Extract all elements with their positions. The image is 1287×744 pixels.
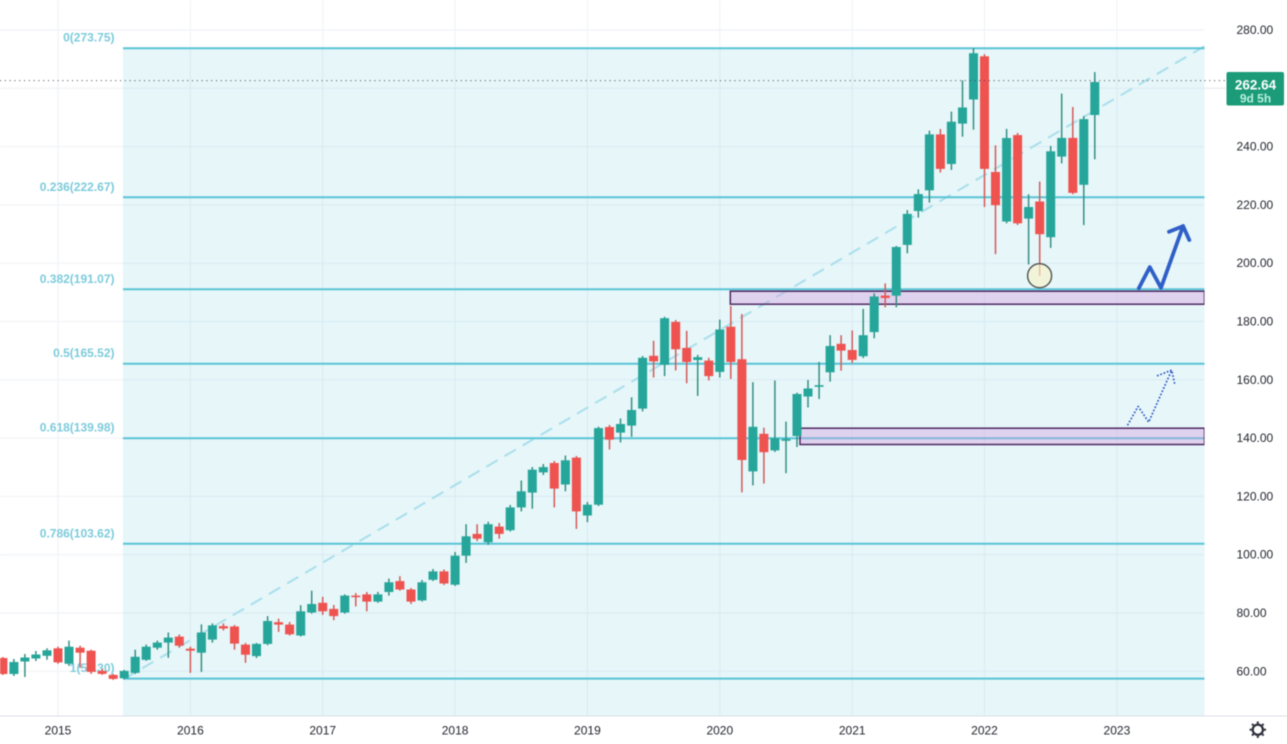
svg-text:0.382(191.07): 0.382(191.07)	[40, 272, 115, 286]
svg-text:0.618(139.98): 0.618(139.98)	[40, 421, 115, 435]
svg-text:240.00: 240.00	[1237, 140, 1274, 154]
svg-text:262.64: 262.64	[1235, 78, 1277, 93]
svg-text:2020: 2020	[706, 724, 733, 738]
svg-text:0.236(222.67): 0.236(222.67)	[40, 180, 115, 194]
svg-text:0.786(103.62): 0.786(103.62)	[40, 526, 115, 540]
svg-text:100.00: 100.00	[1237, 548, 1274, 562]
svg-text:2023: 2023	[1104, 724, 1131, 738]
svg-text:120.00: 120.00	[1237, 489, 1274, 503]
svg-text:140.00: 140.00	[1237, 431, 1274, 445]
svg-text:0.5(165.52): 0.5(165.52)	[53, 346, 114, 360]
svg-text:180.00: 180.00	[1237, 315, 1274, 329]
svg-text:60.00: 60.00	[1237, 664, 1267, 678]
svg-text:200.00: 200.00	[1237, 256, 1274, 270]
svg-text:2016: 2016	[177, 724, 204, 738]
svg-text:2018: 2018	[442, 724, 469, 738]
svg-text:0(273.75): 0(273.75)	[63, 31, 114, 45]
svg-text:2021: 2021	[839, 724, 866, 738]
svg-text:2022: 2022	[971, 724, 998, 738]
svg-text:2019: 2019	[574, 724, 601, 738]
svg-text:2015: 2015	[45, 724, 72, 738]
svg-text:2017: 2017	[309, 724, 336, 738]
svg-text:80.00: 80.00	[1237, 606, 1267, 620]
svg-text:160.00: 160.00	[1237, 373, 1274, 387]
svg-text:220.00: 220.00	[1237, 198, 1274, 212]
svg-text:280.00: 280.00	[1237, 23, 1274, 37]
svg-text:9d 5h: 9d 5h	[1240, 92, 1271, 106]
